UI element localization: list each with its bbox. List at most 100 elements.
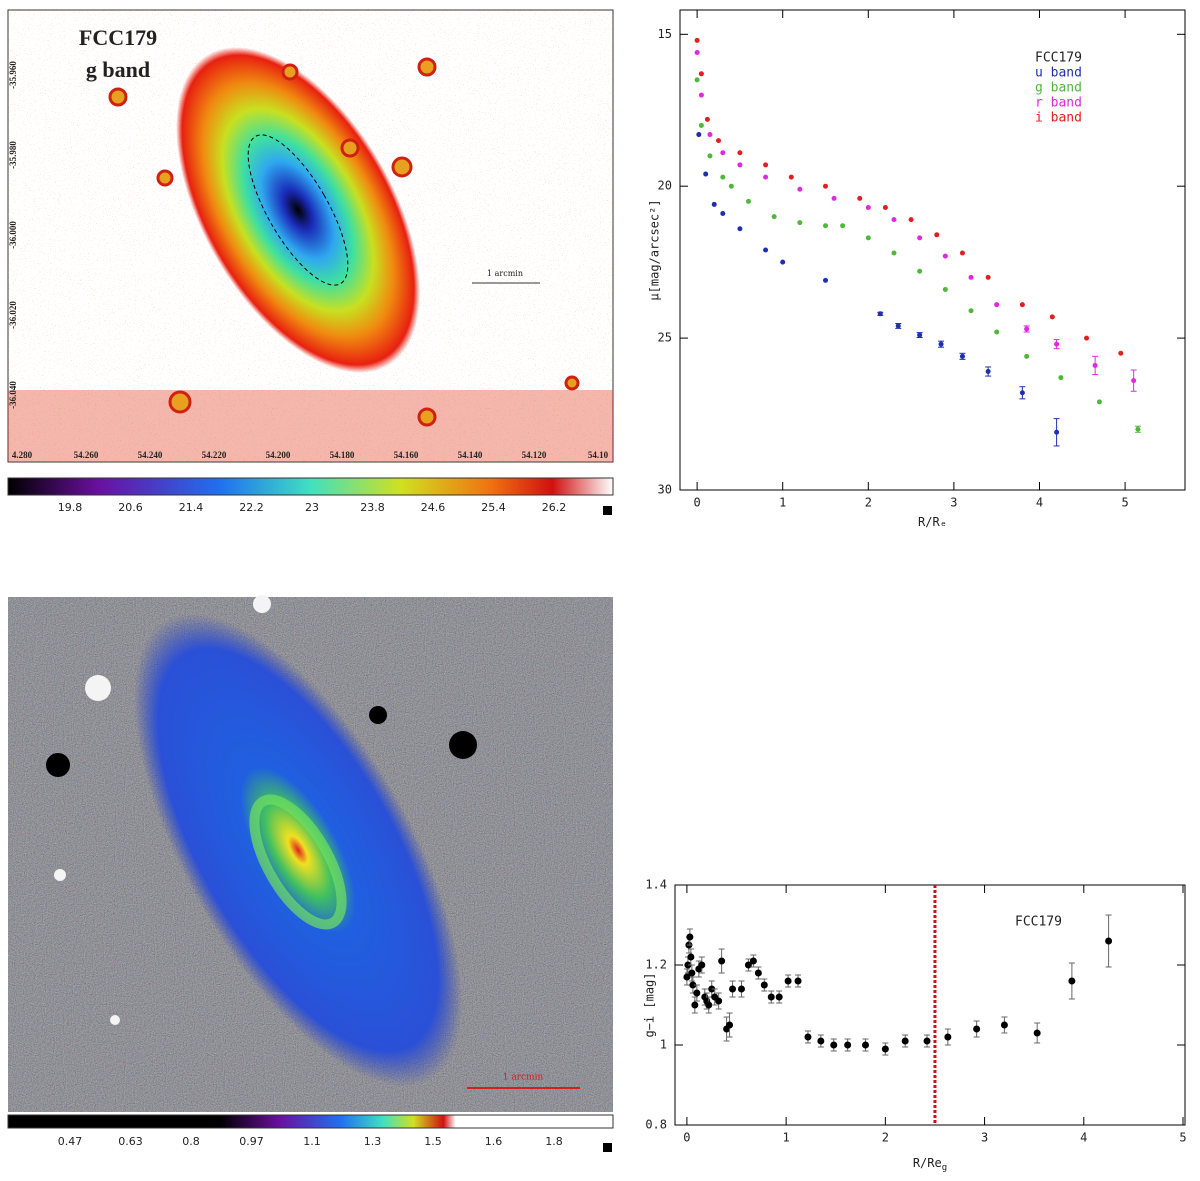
image-x-tick-label: 4.280 — [12, 450, 33, 460]
colorbar — [7, 1114, 614, 1129]
x-tick-label: 4 — [1036, 496, 1043, 510]
data-point — [942, 253, 948, 259]
data-point — [804, 1033, 812, 1041]
y-tick-label: 30 — [658, 483, 672, 497]
colorbar-marker — [603, 506, 612, 515]
y-tick-label: 25 — [658, 331, 672, 345]
data-point — [1084, 335, 1090, 341]
data-point — [691, 1001, 699, 1009]
data-point — [881, 1045, 889, 1053]
data-point — [973, 1025, 981, 1033]
y-tick-label: 0.8 — [645, 1118, 667, 1132]
data-point — [844, 1041, 852, 1049]
data-point — [895, 323, 901, 329]
colorbar-label: 0.47 — [58, 1135, 83, 1148]
data-point — [686, 933, 694, 941]
data-point — [754, 969, 762, 977]
data-point — [794, 977, 802, 985]
y-tick-label: 1.4 — [645, 878, 667, 892]
colorbar-label: 1.1 — [303, 1135, 321, 1148]
data-point — [994, 302, 1000, 308]
data-point — [901, 1037, 909, 1045]
y-tick-label: 1 — [660, 1038, 667, 1052]
data-point — [737, 162, 743, 168]
image-x-tick-label: 54.180 — [330, 450, 355, 460]
data-point — [1131, 378, 1137, 384]
data-point — [737, 985, 745, 993]
colorbar-label: 26.2 — [542, 501, 567, 514]
plot-frame — [674, 884, 1186, 1126]
x-tick-label: 2 — [865, 496, 872, 510]
data-point — [865, 235, 871, 241]
data-point — [968, 274, 974, 280]
image-x-tick-label: 54.10 — [588, 450, 609, 460]
data-point — [718, 957, 726, 965]
data-point — [938, 341, 944, 347]
data-point — [877, 311, 883, 317]
colorbar-label: 1.6 — [485, 1135, 503, 1148]
data-point — [737, 226, 743, 232]
data-point — [693, 989, 701, 997]
data-point — [788, 174, 794, 180]
x-tick-label: 1 — [779, 496, 786, 510]
data-point — [707, 153, 713, 159]
legend-entry: u band — [1035, 66, 1082, 81]
image-y-tick-label: -35.960 — [8, 61, 18, 89]
data-point — [749, 957, 757, 965]
data-point — [1054, 341, 1060, 347]
data-point — [857, 195, 863, 201]
data-point — [823, 183, 829, 189]
data-point — [767, 993, 775, 1001]
data-point — [780, 259, 786, 265]
data-point — [687, 953, 695, 961]
data-point — [715, 997, 723, 1005]
data-point — [729, 985, 737, 993]
scale-label: 1 arcmin — [487, 269, 523, 278]
data-point — [1105, 937, 1113, 945]
data-point — [696, 132, 702, 138]
data-point — [1019, 390, 1025, 396]
x-axis-label-main: R/Re — [913, 1156, 942, 1170]
annotation: FCC179 — [1015, 915, 1062, 930]
x-tick-label: 4 — [1080, 1131, 1087, 1145]
colorbar-marker — [603, 1143, 612, 1152]
data-point — [707, 132, 713, 138]
data-point — [763, 247, 769, 253]
data-point — [985, 369, 991, 375]
data-point — [862, 1041, 870, 1049]
legend-entry: g band — [1035, 81, 1082, 96]
y-tick-label: 15 — [658, 27, 672, 41]
data-point — [698, 71, 704, 77]
x-tick-label: 1 — [783, 1131, 790, 1145]
data-point — [959, 250, 965, 256]
image-x-tick-label: 54.240 — [138, 450, 163, 460]
x-tick-label: 3 — [950, 496, 957, 510]
y-tick-label: 20 — [658, 179, 672, 193]
legend-entry: r band — [1035, 96, 1082, 111]
color-map-image: 1 arcmin — [8, 595, 613, 1112]
colorbar-label: 20.6 — [118, 501, 143, 514]
image-title: FCC179 — [79, 25, 157, 50]
image-x-tick-label: 54.220 — [202, 450, 227, 460]
x-axis-label-sub: g — [942, 1163, 947, 1173]
image-x-tick-label: 54.140 — [458, 450, 483, 460]
data-point — [1096, 399, 1102, 405]
data-point — [720, 174, 726, 180]
colorbar-label: 23 — [305, 501, 319, 514]
colorbar-label: 0.63 — [118, 1135, 143, 1148]
data-point — [917, 235, 923, 241]
data-point — [784, 977, 792, 985]
colorbar-label: 25.4 — [481, 501, 506, 514]
x-axis-label: R/Reg — [913, 1156, 947, 1173]
colorbar-label: 22.2 — [239, 501, 264, 514]
data-point — [1135, 426, 1141, 432]
data-point — [698, 92, 704, 98]
colorbar-label: 24.6 — [421, 501, 446, 514]
legend-entry: i band — [1035, 111, 1082, 126]
data-point — [698, 961, 706, 969]
data-point — [923, 1037, 931, 1045]
data-point — [817, 1037, 825, 1045]
data-point — [823, 223, 829, 229]
data-point — [1024, 326, 1030, 332]
x-tick-label: 0 — [694, 496, 701, 510]
